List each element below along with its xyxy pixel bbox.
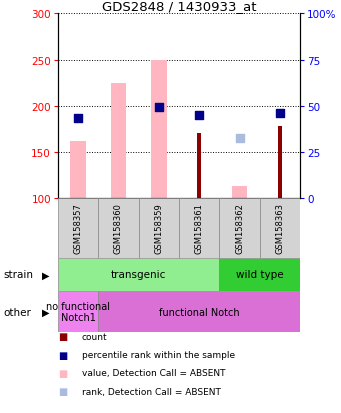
Bar [58,291,98,332]
Text: transgenic: transgenic [111,270,166,280]
Text: GSM158357: GSM158357 [74,203,83,254]
Text: strain: strain [3,270,33,280]
Point [277,110,283,117]
Text: count: count [82,332,107,341]
Bar [98,291,300,332]
Bar [71,141,86,198]
Point [75,115,81,121]
Text: ▶: ▶ [42,307,50,317]
Text: GSM158361: GSM158361 [195,203,204,254]
Text: ■: ■ [58,368,67,378]
Bar [260,198,300,258]
Bar [151,60,166,198]
Point [237,135,242,142]
Bar [179,198,219,258]
Bar [111,84,126,198]
Text: GSM158359: GSM158359 [154,203,163,254]
Text: ■: ■ [58,386,67,396]
Text: no functional
Notch1: no functional Notch1 [46,301,110,323]
Bar [219,258,300,291]
Text: ■: ■ [58,350,67,360]
Text: GSM158360: GSM158360 [114,203,123,254]
Text: functional Notch: functional Notch [159,307,239,317]
Text: ■: ■ [58,332,67,342]
Text: GSM158362: GSM158362 [235,203,244,254]
Title: GDS2848 / 1430933_at: GDS2848 / 1430933_at [102,0,256,13]
Text: wild type: wild type [236,270,283,280]
Text: rank, Detection Call = ABSENT: rank, Detection Call = ABSENT [82,387,221,396]
Text: ▶: ▶ [42,270,50,280]
Bar [58,258,219,291]
Bar [232,186,247,198]
Bar [219,198,260,258]
Bar [139,198,179,258]
Text: GSM158363: GSM158363 [276,203,284,254]
Bar [197,134,201,198]
Text: value, Detection Call = ABSENT: value, Detection Call = ABSENT [82,368,225,377]
Bar [58,198,98,258]
Text: percentile rank within the sample: percentile rank within the sample [82,350,235,359]
Text: other: other [3,307,31,317]
Bar [278,126,282,198]
Point [156,104,162,111]
Point [196,112,202,119]
Bar [98,198,139,258]
